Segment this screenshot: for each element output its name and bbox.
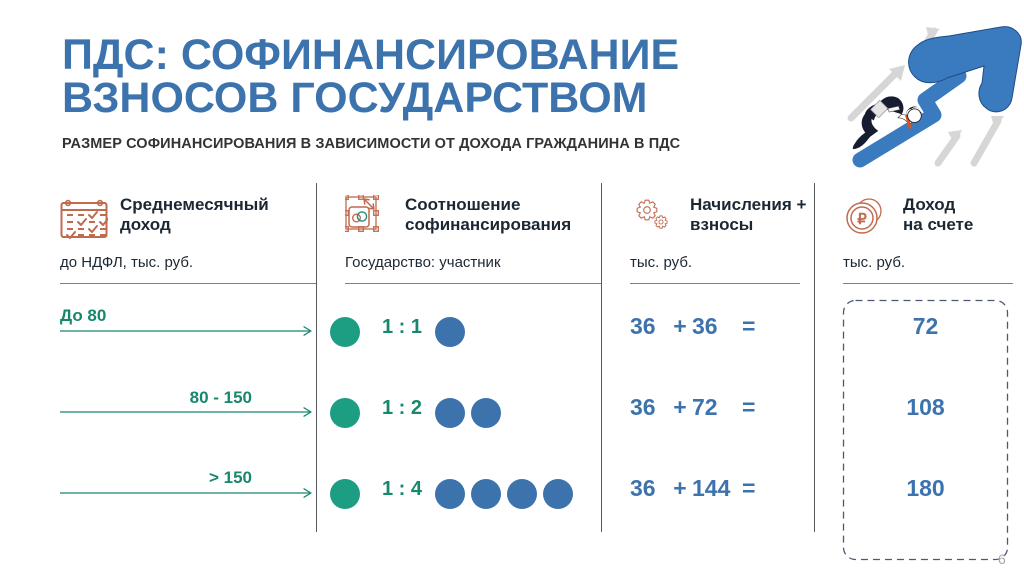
svg-text:₽: ₽ <box>857 211 867 228</box>
